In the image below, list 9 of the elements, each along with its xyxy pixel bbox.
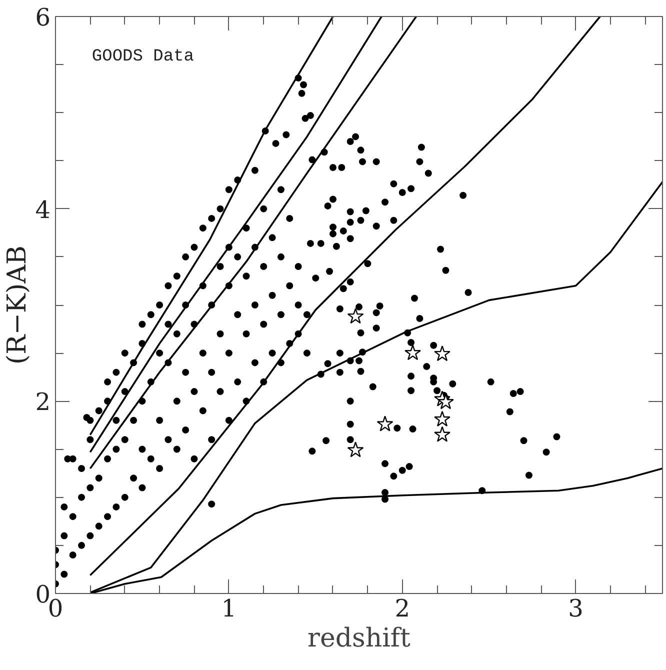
x-axis-title: redshift <box>308 624 412 654</box>
x-tick-label: 2 <box>394 594 410 622</box>
y-axis-title: (R−K)AB <box>2 246 32 364</box>
y-tick-label: 4 <box>35 196 51 224</box>
x-tick-label: 1 <box>221 594 237 622</box>
y-tick-label: 6 <box>35 4 51 32</box>
annotation: GOODS Data <box>92 47 194 66</box>
y-tick-label: 2 <box>35 388 51 416</box>
x-tick-label: 3 <box>568 594 584 622</box>
